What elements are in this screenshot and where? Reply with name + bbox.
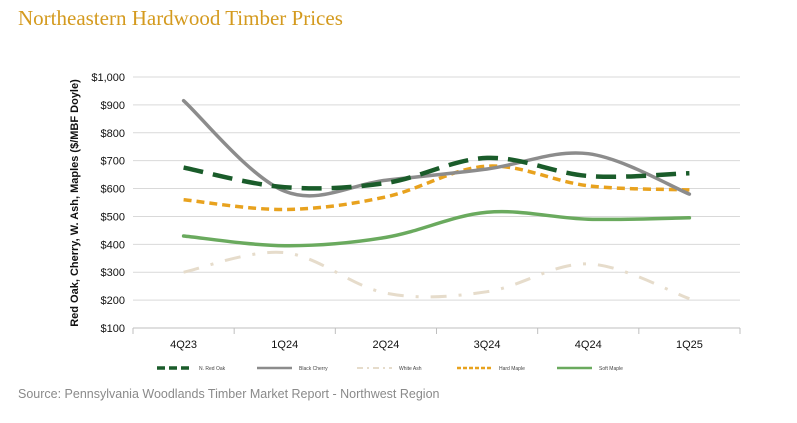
y-axis-ticks: $100 $200 $300 $400 $500 $600 $700 $800 $900 $1,0…: [91, 72, 125, 335]
legend: N. Red Oak Black Cherry White Ash Hard Mapl…: [157, 366, 623, 372]
gridlines: [133, 76, 740, 329]
series-line-white-ash: [183, 250, 690, 301]
x-axis-ticks: 4Q23 1Q24 2Q24 3Q24 4Q24 1Q25: [170, 339, 703, 351]
legend-label-white-ash: White Ash: [399, 366, 422, 372]
y-tick-label: $100: [101, 323, 125, 335]
series-line-black-cherry: [181, 98, 692, 198]
series-line-hard-maple: [183, 164, 690, 212]
series-line-n-red-oak: [183, 155, 690, 191]
y-tick-label: $500: [101, 211, 125, 223]
x-tick-label: 3Q24: [474, 339, 501, 351]
legend-label-hard-maple: Hard Maple: [499, 366, 525, 372]
legend-label-black-cherry: Black Cherry: [299, 366, 328, 372]
y-tick-label: $700: [101, 156, 125, 168]
y-tick-label: $300: [101, 267, 125, 279]
y-axis-label: Red Oak, Cherry, W. Ash, Maples ($/MBF D…: [69, 79, 81, 327]
series-line-soft-maple: [181, 209, 692, 248]
x-tick-label: 1Q24: [271, 339, 298, 351]
chart-title: Northeastern Hardwood Timber Prices: [18, 6, 343, 30]
x-tick-label: 4Q23: [170, 339, 197, 351]
y-tick-label: $600: [101, 184, 125, 196]
x-tick-label: 1Q25: [676, 339, 703, 351]
y-tick-label: $900: [101, 100, 125, 112]
x-tick-label: 4Q24: [575, 339, 602, 351]
y-tick-label: $400: [101, 239, 125, 251]
source-note: Source: Pennsylvania Woodlands Timber Ma…: [18, 387, 440, 401]
x-tick-label: 2Q24: [372, 339, 399, 351]
series-lines: [181, 98, 692, 301]
y-axis-title: Red Oak, Cherry, W. Ash, Maples ($/MBF D…: [55, 77, 95, 329]
y-tick-label: $200: [101, 295, 125, 307]
legend-label-soft-maple: Soft Maple: [599, 366, 623, 372]
legend-label-n-red-oak: N. Red Oak: [199, 366, 226, 372]
y-tick-label: $1,000: [91, 72, 125, 84]
y-tick-label: $800: [101, 128, 125, 140]
x-axis: [132, 327, 741, 334]
